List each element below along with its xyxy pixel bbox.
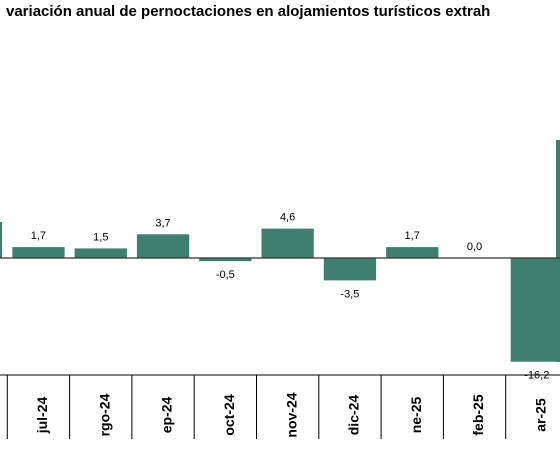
bar-nov-24 [261,228,314,258]
data-label-oct-24: -0,5 [216,269,235,281]
bar-ep-24 [136,234,190,258]
bars-layer [12,228,560,362]
labels-layer: 1,7 jul-24 1,5 rgo-24 3,7 ep-24 -0,5 oct-24 4,6 n… [31,212,550,438]
bar-partial-right [556,140,560,362]
data-label-ep-24: 3,7 [155,217,170,229]
ticks-layer [6,375,507,439]
bar-jul-24 [12,247,65,258]
bar-rgo-24 [74,248,127,258]
bar-ar-25 [510,258,560,362]
partial-bars-layer [0,140,560,362]
x-tick-label-ep-24: ep-24 [159,397,175,434]
x-tick-label-rgo-24: rgo-24 [97,393,113,436]
bar-oct-24 [199,258,252,262]
bar-ne-25 [386,247,439,258]
chart-title: variación anual de pernoctaciones en alo… [6,3,491,20]
x-tick-label-ar-25: ar-25 [533,398,549,432]
bar-partial-left [0,222,2,258]
x-tick-label-ne-25: ne-25 [408,397,424,434]
data-label-ne-25: 1,7 [405,230,420,242]
data-label-nov-24: 4,6 [280,212,295,224]
x-tick-label-oct-24: oct-24 [221,394,237,435]
data-label-rgo-24: 1,5 [93,231,108,243]
data-label-feb-25: 0,0 [467,241,482,253]
x-tick-label-jul-24: jul-24 [34,397,50,435]
x-tick-label-dic-24: dic-24 [346,395,362,436]
data-label-jul-24: 1,7 [31,230,46,242]
data-label-ar-25: -16,2 [524,370,549,382]
bar-dic-24 [323,258,377,281]
x-tick-label-nov-24: nov-24 [283,392,299,437]
data-label-dic-24: -3,5 [340,288,359,300]
x-tick-label-feb-25: feb-25 [470,394,486,435]
